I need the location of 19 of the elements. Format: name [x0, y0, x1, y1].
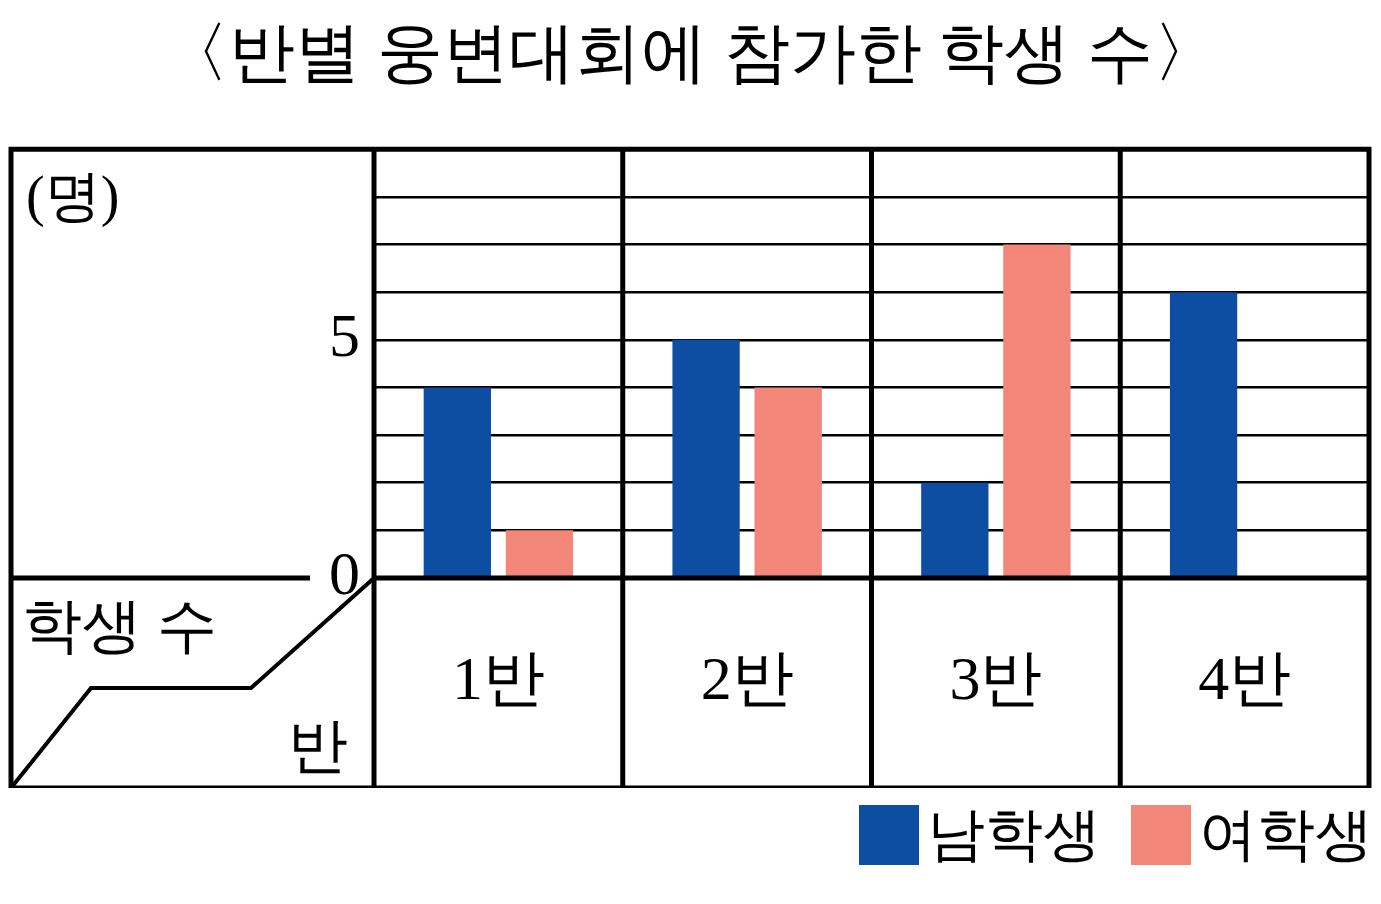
x-tick-label: 4반: [1198, 644, 1292, 713]
y-tick-label: 5: [329, 301, 360, 370]
x-tick-label: 1반: [451, 644, 545, 713]
chart-title: 〈반별 웅변대회에 참가한 학생 수〉: [161, 15, 1220, 91]
y-tick-label: 0: [329, 539, 360, 608]
legend-label: 여학생: [1199, 801, 1373, 869]
x-axis-title: 반: [288, 712, 348, 781]
bar: [1003, 244, 1071, 577]
bar: [1169, 292, 1238, 577]
bar: [505, 530, 574, 577]
bar: [672, 339, 740, 577]
text: 학생 수: [22, 592, 217, 661]
legend-label: 남학생: [927, 801, 1101, 869]
x-tick-label: 3반: [949, 644, 1043, 713]
x-tick-label: 2반: [700, 644, 794, 713]
bar: [921, 482, 989, 577]
bar: [754, 387, 822, 577]
y-axis-title: (명): [26, 164, 120, 230]
bar: [423, 387, 491, 577]
